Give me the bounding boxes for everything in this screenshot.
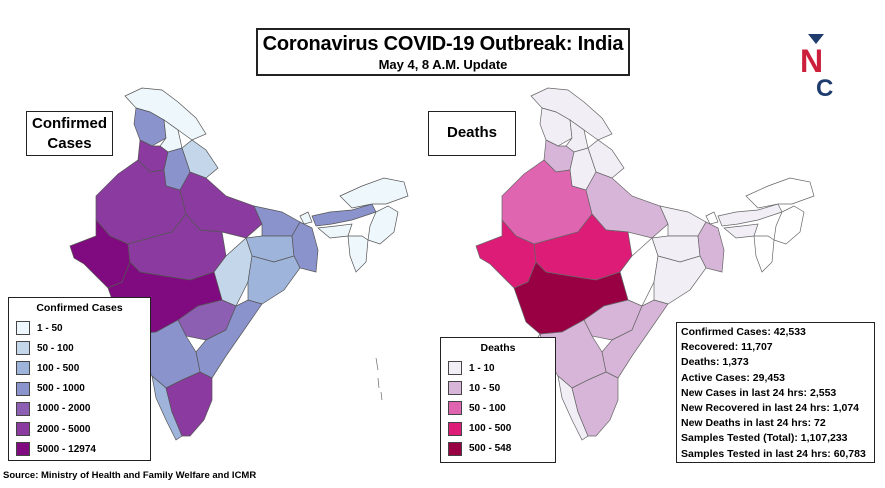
- legend-item: 5000 - 12974: [9, 439, 150, 459]
- confirmed-legend-title: Confirmed Cases: [36, 302, 123, 314]
- region-jammu-kashmir: [133, 107, 167, 147]
- region-nagaland-manipur: [773, 205, 805, 245]
- legend-item: 50 - 100: [9, 338, 150, 358]
- stat-line: Recovered: 11,707: [681, 341, 773, 354]
- region-odisha: [247, 255, 301, 305]
- region-andaman-islands: [375, 357, 383, 401]
- confirmed-map: [69, 87, 409, 441]
- stat-line: Samples Tested in last 24 hrs: 60,783: [681, 447, 866, 460]
- legend-item: 1 - 50: [9, 318, 150, 338]
- legend-item: 10 - 50: [441, 378, 555, 398]
- source-note: Source: Ministry of Health and Family We…: [3, 470, 257, 481]
- logo-letter-n: N: [800, 43, 823, 79]
- legend-item: 1000 - 2000: [9, 399, 150, 419]
- legend-swatch: [16, 401, 30, 416]
- legend-label: 1 - 10: [469, 362, 495, 374]
- deaths-legend-title: Deaths: [480, 342, 516, 354]
- legend-label: 10 - 50: [469, 382, 501, 394]
- legend-item: 1 - 10: [441, 358, 555, 378]
- legend-item: 100 - 500: [9, 358, 150, 378]
- legend-label: 50 - 100: [469, 402, 506, 414]
- region-arunachal: [745, 177, 815, 209]
- region-sikkim: [705, 211, 719, 225]
- legend-label: 100 - 500: [37, 362, 80, 374]
- stat-line: Active Cases: 29,453: [681, 371, 785, 384]
- legend-item: 500 - 1000: [9, 379, 150, 399]
- legend-swatch: [16, 442, 30, 457]
- stat-line: Deaths: 1,373: [681, 356, 749, 369]
- legend-swatch: [448, 361, 462, 376]
- region-tripura-mizoram: [347, 235, 369, 273]
- legend-swatch: [448, 401, 462, 416]
- legend-item: 500 - 548: [441, 439, 555, 459]
- deaths-map: [475, 87, 815, 441]
- legend-label: 2000 - 5000: [37, 423, 91, 435]
- region-jammu-kashmir: [539, 107, 573, 147]
- logo-chevron: [808, 34, 824, 44]
- confirmed-panel-label: Confirmed Cases: [26, 111, 113, 156]
- region-nagaland-manipur: [367, 205, 399, 245]
- stat-line: New Cases in last 24 hrs: 2,553: [681, 386, 837, 399]
- legend-item: 50 - 100: [441, 398, 555, 418]
- legend-item: 2000 - 5000: [9, 419, 150, 439]
- region-meghalaya: [723, 223, 759, 239]
- legend-label: 5000 - 12974: [37, 443, 96, 455]
- nc-logo: N C: [800, 34, 833, 98]
- region-tripura-mizoram: [753, 235, 775, 273]
- legend-item: 100 - 500: [441, 419, 555, 439]
- stat-line: New Recovered in last 24 hrs: 1,074: [681, 402, 860, 415]
- region-bihar: [253, 205, 301, 237]
- legend-label: 100 - 500: [469, 423, 512, 435]
- legend-label: 1 - 50: [37, 322, 63, 334]
- logo-letter-c: C: [816, 75, 833, 98]
- confirmed-label-line2: Cases: [47, 135, 92, 152]
- legend-swatch: [16, 321, 30, 336]
- region-assam: [311, 203, 377, 227]
- legend-swatch: [448, 441, 462, 456]
- map-subtitle: May 4, 8 A.M. Update: [378, 57, 508, 72]
- legend-swatch: [448, 381, 462, 396]
- region-odisha: [653, 255, 707, 305]
- confirmed-legend: Confirmed Cases 1 - 50 50 - 100 100 - 500 5…: [8, 297, 151, 461]
- legend-label: 500 - 548: [469, 443, 512, 455]
- legend-swatch: [16, 361, 30, 376]
- stats-box: Confirmed Cases: 42,533 Recovered: 11,707…: [676, 322, 875, 463]
- map-title: Coronavirus COVID-19 Outbreak: India: [262, 33, 624, 55]
- legend-swatch: [16, 341, 30, 356]
- region-arunachal: [339, 177, 409, 209]
- region-tamil-nadu: [571, 371, 619, 437]
- confirmed-label-line1: Confirmed: [32, 115, 107, 132]
- region-tamil-nadu: [165, 371, 213, 437]
- region-meghalaya: [317, 223, 353, 239]
- legend-swatch: [448, 421, 462, 436]
- region-bihar: [659, 205, 707, 237]
- stat-line: New Deaths in last 24 hrs: 72: [681, 417, 826, 430]
- deaths-legend: Deaths 1 - 10 10 - 50 50 - 100 100 - 500 500…: [440, 337, 556, 463]
- deaths-panel-label: Deaths: [428, 111, 516, 156]
- title-box: Coronavirus COVID-19 Outbreak: India May…: [256, 28, 630, 76]
- stat-line: Confirmed Cases: 42,533: [681, 326, 806, 338]
- legend-swatch: [16, 381, 30, 396]
- region-sikkim: [299, 211, 313, 225]
- legend-label: 500 - 1000: [37, 383, 85, 395]
- legend-label: 50 - 100: [37, 342, 74, 354]
- legend-label: 1000 - 2000: [37, 403, 91, 415]
- legend-swatch: [16, 422, 30, 437]
- stat-line: Samples Tested (Total): 1,107,233: [681, 432, 848, 445]
- region-assam: [717, 203, 783, 227]
